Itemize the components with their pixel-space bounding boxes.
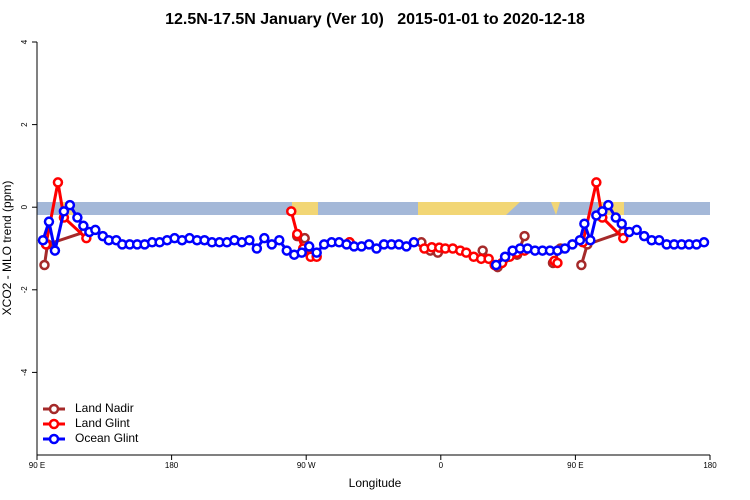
data-point [251,243,263,254]
data-point [616,218,628,229]
legend-marker [48,433,60,445]
data-point [244,234,255,246]
x-tick-label: 180 [165,461,179,470]
legend-label: Land Nadir [75,401,134,415]
data-point [618,232,629,244]
data-point [576,259,587,271]
data-point [408,237,420,248]
data-point [281,245,293,256]
data-point [58,206,70,217]
legend-label: Ocean Glint [75,431,139,445]
land-patch [292,202,318,215]
data-point [483,253,494,265]
data-point [401,241,412,252]
legend-marker [48,418,60,430]
data-point [78,220,89,232]
land-patch [418,202,506,215]
data-point [631,224,642,236]
data-point [371,243,382,254]
data-point [72,212,83,223]
data-point [291,228,303,240]
data-point [311,247,322,258]
x-tick-label: 90 E [29,461,45,470]
data-point [285,206,297,217]
land-patch [551,202,560,215]
legend-label: Land Glint [75,416,130,430]
ocean-band [37,202,710,215]
data-point [559,243,571,254]
data-point [43,216,55,227]
x-axis-label: Longitude [349,476,402,490]
data-point [64,199,76,211]
data-point [49,245,61,256]
y-tick-label: 2 [20,122,29,127]
data-point [490,259,502,271]
chart-title: 12.5N-17.5N January (Ver 10) 2015-01-01 … [165,11,585,28]
legend-marker [48,403,60,415]
data-point [274,234,285,246]
y-tick-label: -4 [20,368,29,376]
y-tick-label: -2 [20,286,29,294]
data-point [638,230,650,242]
data-point [266,239,278,250]
data-point [610,212,622,223]
data-point [259,232,270,244]
y-tick-label: 0 [20,204,29,209]
data-point [552,257,563,269]
data-point [574,234,586,246]
data-point [579,218,590,229]
data-point [303,241,315,252]
data-point [653,234,665,246]
data-point [363,239,375,250]
y-axis-label: XCO2 - MLO trend (ppm) [0,181,14,316]
x-tick-label: 90 W [297,461,316,470]
land-patch [506,202,520,215]
data-point [698,237,710,248]
data-point [460,247,472,258]
data-point [39,259,50,271]
y-tick-label: 4 [20,39,29,44]
data-point [585,234,596,246]
data-point [299,232,310,244]
data-point [519,230,530,242]
data-point [477,245,488,256]
data-point [603,199,614,211]
x-tick-label: 90 E [567,461,583,470]
data-point [597,206,608,217]
x-tick-label: 180 [703,461,717,470]
data-point [90,224,101,236]
x-tick-label: 0 [439,461,444,470]
data-point [499,251,511,263]
data-point [52,177,64,188]
data-point [37,234,49,246]
data-point [591,177,602,188]
data-point [567,239,578,250]
data-point [296,247,307,258]
